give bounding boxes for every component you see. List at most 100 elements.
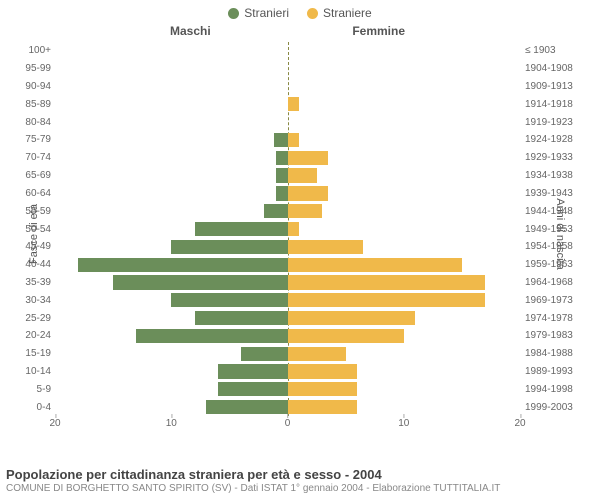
- pyramid-row: 15-191984-1988: [55, 345, 520, 363]
- bar-male: [276, 168, 288, 182]
- bar-male: [195, 222, 288, 236]
- bar-male: [171, 240, 287, 254]
- bar-male: [113, 275, 287, 289]
- age-label: 15-19: [15, 348, 51, 359]
- pyramid-row: 20-241979-1983: [55, 327, 520, 345]
- pyramid-row: 25-291974-1978: [55, 309, 520, 327]
- bar-female: [288, 329, 404, 343]
- x-tick: 20: [514, 418, 525, 429]
- column-header-female: Femmine: [352, 24, 405, 38]
- birth-year-label: 1924-1928: [525, 134, 585, 145]
- age-label: 95-99: [15, 63, 51, 74]
- birth-year-label: 1909-1913: [525, 81, 585, 92]
- bar-female: [288, 151, 329, 165]
- birth-year-label: 1974-1978: [525, 313, 585, 324]
- age-label: 85-89: [15, 99, 51, 110]
- chart-title: Popolazione per cittadinanza straniera p…: [6, 467, 594, 482]
- bar-male: [241, 347, 288, 361]
- age-label: 55-59: [15, 206, 51, 217]
- age-label: 20-24: [15, 330, 51, 341]
- footer: Popolazione per cittadinanza straniera p…: [6, 467, 594, 494]
- birth-year-label: 1994-1998: [525, 384, 585, 395]
- bar-male: [136, 329, 287, 343]
- pyramid-row: 30-341969-1973: [55, 291, 520, 309]
- bar-male: [171, 293, 287, 307]
- birth-year-label: 1939-1943: [525, 188, 585, 199]
- x-tick: 10: [398, 418, 409, 429]
- x-axis: 201001020: [55, 418, 520, 434]
- bar-male: [276, 186, 288, 200]
- bar-male: [274, 133, 288, 147]
- bar-female: [288, 311, 416, 325]
- age-label: 100+: [15, 45, 51, 56]
- bar-female: [288, 293, 486, 307]
- age-label: 25-29: [15, 313, 51, 324]
- age-label: 45-49: [15, 241, 51, 252]
- pyramid-row: 95-991904-1908: [55, 60, 520, 78]
- chart-area: Maschi Femmine Fasce di età Anni di nasc…: [0, 24, 600, 444]
- age-label: 10-14: [15, 366, 51, 377]
- bar-male: [276, 151, 288, 165]
- age-label: 30-34: [15, 295, 51, 306]
- bar-female: [288, 222, 300, 236]
- pyramid-row: 90-941909-1913: [55, 78, 520, 96]
- birth-year-label: 1969-1973: [525, 295, 585, 306]
- birth-year-label: 1944-1948: [525, 206, 585, 217]
- pyramid-row: 75-791924-1928: [55, 131, 520, 149]
- age-label: 70-74: [15, 152, 51, 163]
- pyramid-row: 80-841919-1923: [55, 113, 520, 131]
- bar-female: [288, 275, 486, 289]
- birth-year-label: 1989-1993: [525, 366, 585, 377]
- birth-year-label: 1919-1923: [525, 117, 585, 128]
- bar-female: [288, 258, 462, 272]
- bar-female: [288, 186, 329, 200]
- bar-male: [195, 311, 288, 325]
- birth-year-label: 1914-1918: [525, 99, 585, 110]
- pyramid-row: 5-91994-1998: [55, 380, 520, 398]
- chart-subtitle: COMUNE DI BORGHETTO SANTO SPIRITO (SV) -…: [6, 483, 594, 494]
- age-label: 35-39: [15, 277, 51, 288]
- pyramid-row: 55-591944-1948: [55, 202, 520, 220]
- pyramid-row: 10-141989-1993: [55, 363, 520, 381]
- age-label: 5-9: [15, 384, 51, 395]
- age-label: 90-94: [15, 81, 51, 92]
- birth-year-label: 1954-1958: [525, 241, 585, 252]
- legend-item-female: Straniere: [307, 6, 372, 20]
- x-tick: 20: [49, 418, 60, 429]
- bar-male: [218, 382, 288, 396]
- pyramid-row: 70-741929-1933: [55, 149, 520, 167]
- bar-female: [288, 204, 323, 218]
- bar-female: [288, 133, 300, 147]
- age-label: 60-64: [15, 188, 51, 199]
- age-label: 75-79: [15, 134, 51, 145]
- birth-year-label: 1929-1933: [525, 152, 585, 163]
- bar-female: [288, 364, 358, 378]
- pyramid-row: 50-541949-1953: [55, 220, 520, 238]
- bar-female: [288, 382, 358, 396]
- age-label: 50-54: [15, 224, 51, 235]
- age-label: 65-69: [15, 170, 51, 181]
- legend: Stranieri Straniere: [0, 0, 600, 20]
- birth-year-label: 1949-1953: [525, 224, 585, 235]
- legend-item-male: Stranieri: [228, 6, 289, 20]
- birth-year-label: 1984-1988: [525, 348, 585, 359]
- bar-female: [288, 240, 364, 254]
- rows-container: 100+≤ 190395-991904-190890-941909-191385…: [55, 42, 520, 416]
- legend-swatch-male: [228, 8, 239, 19]
- bar-male: [264, 204, 287, 218]
- column-header-male: Maschi: [170, 24, 211, 38]
- birth-year-label: 1999-2003: [525, 402, 585, 413]
- x-tick: 10: [166, 418, 177, 429]
- age-label: 0-4: [15, 402, 51, 413]
- bar-female: [288, 347, 346, 361]
- bar-male: [206, 400, 287, 414]
- birth-year-label: ≤ 1903: [525, 45, 585, 56]
- birth-year-label: 1934-1938: [525, 170, 585, 181]
- pyramid-row: 40-441959-1963: [55, 256, 520, 274]
- birth-year-label: 1979-1983: [525, 330, 585, 341]
- age-label: 40-44: [15, 259, 51, 270]
- plot: 100+≤ 190395-991904-190890-941909-191385…: [55, 42, 520, 416]
- bar-female: [288, 168, 317, 182]
- birth-year-label: 1964-1968: [525, 277, 585, 288]
- birth-year-label: 1904-1908: [525, 63, 585, 74]
